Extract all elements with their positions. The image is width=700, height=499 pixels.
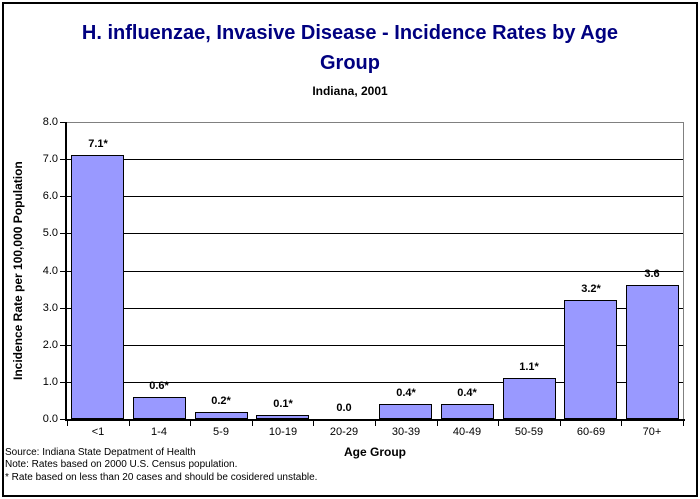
bar-value-label: 0.4* — [396, 387, 416, 399]
bar-0 — [71, 155, 124, 419]
x-tick-label: 60-69 — [576, 426, 606, 438]
gridline — [67, 271, 683, 272]
x-tick-label: 70+ — [642, 426, 662, 438]
x-tick-label: 50-59 — [514, 426, 544, 438]
y-tick-label: 6.0 — [42, 190, 58, 202]
footnote-asterisk: * Rate based on less than 20 cases and s… — [5, 471, 318, 483]
y-tick-label: 4.0 — [42, 265, 58, 277]
y-tick-label: 8.0 — [42, 116, 58, 128]
gridline — [67, 196, 683, 197]
x-tick-label: 30-39 — [391, 426, 421, 438]
bar-value-label: 0.0 — [336, 402, 352, 414]
gridline — [67, 308, 683, 309]
gridline — [67, 345, 683, 346]
x-tick — [252, 419, 253, 426]
bar-5 — [379, 404, 432, 419]
y-tick — [60, 345, 67, 346]
gridline — [67, 233, 683, 234]
x-tick-label: 20-29 — [329, 426, 359, 438]
gridline — [67, 382, 683, 383]
bar-8 — [564, 300, 617, 419]
x-tick — [498, 419, 499, 426]
y-tick-label: 7.0 — [42, 153, 58, 165]
gridline — [67, 159, 683, 160]
bar-value-label: 0.6* — [149, 380, 169, 392]
chart-title-line2: Group — [320, 52, 380, 74]
x-tick — [437, 419, 438, 426]
bar-value-label: 0.1* — [273, 398, 293, 410]
bar-value-label: 1.1* — [519, 361, 539, 373]
x-tick-label: 5-9 — [213, 426, 229, 438]
plot-area: 7.1* 0.6* 0.2* 0.1* 0.0 0.4* 0.4* 1.1* 3.2* 3.6 — [60, 122, 685, 426]
bar-value-label: 3.2* — [581, 283, 601, 295]
chart-subtitle: Indiana, 2001 — [312, 84, 388, 98]
y-tick-label: 3.0 — [42, 302, 58, 314]
y-tick — [60, 419, 67, 420]
bar-value-label: 7.1* — [88, 138, 108, 150]
bar-2 — [195, 412, 248, 419]
x-tick — [560, 419, 561, 426]
bar-6 — [441, 404, 494, 419]
chart-title-line1: H. influenzae, Invasive Disease - Incide… — [81, 22, 619, 44]
bar-9 — [626, 285, 679, 419]
bar-value-label: 0.2* — [211, 395, 231, 407]
y-tick-label: 1.0 — [42, 376, 58, 388]
x-tick — [67, 419, 68, 426]
x-tick-label: 10-19 — [268, 426, 298, 438]
bar-3 — [256, 415, 309, 419]
gridline — [67, 122, 683, 123]
y-tick — [60, 196, 67, 197]
x-tick — [129, 419, 130, 426]
x-tick — [683, 419, 684, 426]
y-tick — [60, 159, 67, 160]
footnote-note: Note: Rates based on 2000 U.S. Census po… — [5, 459, 238, 471]
x-tick-label: 40-49 — [452, 426, 482, 438]
footnote-source: Source: Indiana State Depatment of Healt… — [5, 447, 196, 458]
title-block: H. influenzae, Invasive Disease - Incide… — [0, 18, 700, 98]
y-tick — [60, 382, 67, 383]
y-tick-label: 0.0 — [42, 413, 58, 425]
x-tick-label: <1 — [91, 426, 105, 438]
x-tick — [621, 419, 622, 426]
plot-border-right — [683, 122, 684, 419]
y-tick — [60, 308, 67, 309]
bar-1 — [133, 397, 186, 419]
bar-7 — [503, 378, 556, 419]
footnotes: Source: Indiana State Depatment of Healt… — [5, 447, 317, 484]
x-tick — [313, 419, 314, 426]
x-tick — [375, 419, 376, 426]
x-tick — [190, 419, 191, 426]
x-axis-title: Age Group — [344, 445, 406, 459]
y-tick — [60, 271, 67, 272]
y-tick — [60, 122, 67, 123]
y-tick-label: 2.0 — [42, 339, 58, 351]
x-tick-label: 1-4 — [151, 426, 167, 438]
y-tick-label: 5.0 — [42, 227, 58, 239]
y-tick — [60, 233, 67, 234]
bar-value-label: 3.6 — [644, 268, 660, 280]
bar-value-label: 0.4* — [457, 387, 477, 399]
